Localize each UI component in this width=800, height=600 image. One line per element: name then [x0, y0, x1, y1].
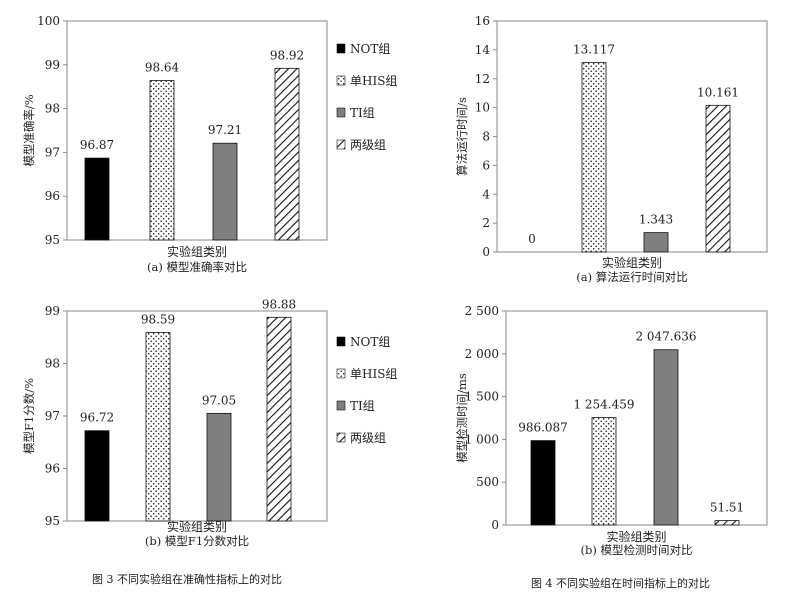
- y-tick-label: 96: [45, 462, 60, 476]
- data-label: 13.117: [573, 43, 615, 57]
- y-axis-label: 模型检测时间/ms: [455, 373, 469, 463]
- y-tick-label: 97: [45, 145, 60, 159]
- data-label: 96.72: [80, 411, 114, 425]
- y-tick-label: 98: [45, 102, 60, 116]
- legend-label: 两级组: [350, 431, 386, 445]
- legend-label: NOT组: [350, 42, 390, 56]
- y-tick-label: 99: [45, 58, 60, 72]
- y-axis-label: 模型准确率/%: [22, 94, 36, 166]
- bar-3: [643, 232, 669, 253]
- x-axis-label: 实验组类别: [606, 529, 666, 544]
- legend-swatch-3: [336, 107, 346, 118]
- y-tick-label: 16: [475, 14, 490, 28]
- data-label: 98.92: [270, 48, 304, 62]
- y-tick-label: 2 000: [465, 347, 499, 361]
- bar-3: [212, 142, 238, 241]
- legend-label: 两级组: [350, 138, 386, 152]
- y-tick-label: 0: [491, 518, 499, 532]
- chart-subtitle: (a) 模型准确率对比: [147, 260, 247, 274]
- legend-swatch-2: [336, 368, 346, 379]
- y-tick-label: 97: [45, 409, 60, 423]
- data-label: 97.05: [202, 393, 236, 407]
- data-label: 96.87: [80, 138, 114, 152]
- y-tick-label: 6: [482, 158, 490, 172]
- bar-4: [705, 104, 731, 253]
- bar-3: [206, 412, 232, 522]
- legend-label: NOT组: [350, 335, 390, 349]
- chart-panel-1: 95 96 97 98 99 100 96.87 98.64 97.21 98.92 实验组类别(a…: [22, 14, 397, 274]
- data-label: 2 047.636: [635, 330, 696, 344]
- chart-subtitle: (b) 模型检测时间对比: [581, 543, 693, 557]
- legend-swatch-4: [336, 432, 346, 443]
- chart-subtitle: (b) 模型F1分数对比: [145, 534, 249, 548]
- bar-2: [591, 417, 617, 526]
- y-axis-label: 模型F1分数/%: [22, 378, 36, 454]
- chart-panel-4: 0 500 1 000 1 500 2 000 2 500 986.087 1 254.459…: [455, 304, 768, 557]
- y-tick-label: 96: [45, 189, 60, 203]
- bar-4: [266, 316, 292, 522]
- legend-label: 单HIS组: [350, 74, 397, 88]
- chart-panel-3: 95 96 97 98 99 96.72 98.59 97.05 98.88 实验组类别(b) 模…: [22, 297, 397, 548]
- legend-swatch-2: [336, 75, 346, 86]
- data-label: 98.88: [262, 297, 296, 311]
- bar-4: [714, 520, 740, 526]
- legend-label: 单HIS组: [350, 367, 397, 381]
- legend-swatch-1: [336, 43, 346, 54]
- figure3-caption: 图 3 不同实验组在准确性指标上的对比: [92, 572, 282, 586]
- y-tick-label: 4: [482, 187, 490, 201]
- bar-4: [274, 67, 300, 241]
- bar-3: [653, 349, 679, 526]
- y-tick-label: 2: [482, 216, 490, 230]
- y-tick-label: 2 500: [465, 304, 499, 318]
- y-tick-label: 100: [37, 14, 60, 28]
- x-axis-label: 实验组类别: [167, 519, 227, 534]
- bar-2: [149, 80, 175, 241]
- bar-1: [84, 157, 110, 241]
- bar-1: [84, 430, 110, 522]
- x-axis-label: 实验组类别: [602, 255, 662, 270]
- y-tick-label: 14: [475, 43, 491, 57]
- figure4-caption: 图 4 不同实验组在时间指标上的对比: [531, 576, 710, 590]
- data-label: 0: [528, 232, 536, 246]
- y-tick-label: 95: [45, 514, 60, 528]
- charts-layer: 959697989910096.8798.6497.2198.92实验组类别(a…: [22, 14, 768, 557]
- legend-label: TI组: [350, 399, 375, 413]
- data-label: 98.64: [145, 61, 180, 75]
- y-tick-label: 12: [475, 72, 490, 86]
- y-tick-label: 8: [482, 130, 490, 144]
- bar-1: [530, 440, 556, 526]
- data-label: 10.161: [697, 85, 739, 99]
- y-axis-label: 算法运行时间/s: [455, 97, 469, 176]
- data-label: 98.59: [141, 313, 175, 327]
- y-tick-label: 10: [475, 101, 490, 115]
- legend-swatch-4: [336, 139, 346, 150]
- bar-2: [581, 62, 607, 253]
- data-label: 1 254.459: [573, 398, 634, 412]
- chart-panel-2: 0 2 4 6 8 10 12 14 16 0 13.117 1.343 10.161 实验组类别(a) …: [455, 14, 768, 284]
- legend-swatch-1: [336, 336, 346, 347]
- y-tick-label: 1 000: [465, 432, 499, 446]
- legend-label: TI组: [350, 106, 375, 120]
- y-tick-label: 95: [45, 233, 60, 247]
- y-tick-label: 99: [45, 304, 60, 318]
- y-tick-label: 98: [45, 357, 60, 371]
- x-axis-label: 实验组类别: [167, 244, 227, 259]
- bar-2: [145, 332, 171, 522]
- data-label: 1.343: [639, 213, 673, 227]
- data-label: 97.21: [208, 123, 242, 137]
- y-tick-label: 500: [476, 475, 499, 489]
- data-label: 986.087: [518, 421, 568, 435]
- y-tick-label: 0: [482, 245, 490, 259]
- chart-subtitle: (a) 算法运行时间对比: [576, 270, 687, 284]
- legend-swatch-3: [336, 400, 346, 411]
- y-tick-label: 1 500: [465, 390, 499, 404]
- data-label: 51.51: [710, 501, 744, 515]
